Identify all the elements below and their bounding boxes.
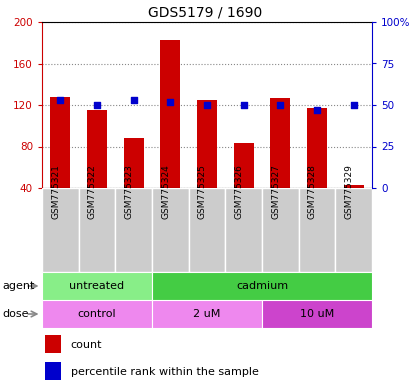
Bar <box>343 185 363 188</box>
Bar <box>42 300 152 328</box>
Text: GDS5179 / 1690: GDS5179 / 1690 <box>148 5 261 19</box>
Text: GSM775325: GSM775325 <box>198 164 207 219</box>
Bar <box>50 97 70 188</box>
Bar <box>298 188 335 272</box>
Bar <box>152 272 371 300</box>
Text: GSM775326: GSM775326 <box>234 164 243 219</box>
Text: percentile rank within the sample: percentile rank within the sample <box>70 367 258 377</box>
Point <box>130 97 137 103</box>
Bar <box>233 143 253 188</box>
Text: dose: dose <box>2 309 29 319</box>
Bar <box>115 188 152 272</box>
Bar <box>188 188 225 272</box>
Bar <box>152 188 188 272</box>
Bar <box>79 188 115 272</box>
Text: agent: agent <box>2 281 34 291</box>
Text: GSM775327: GSM775327 <box>271 164 280 219</box>
Text: control: control <box>77 309 116 319</box>
Point <box>240 102 246 108</box>
Bar <box>42 188 79 272</box>
Bar <box>306 108 326 188</box>
Text: GSM775322: GSM775322 <box>88 164 97 219</box>
Text: 10 uM: 10 uM <box>299 309 333 319</box>
Point <box>313 107 319 113</box>
Text: GSM775321: GSM775321 <box>51 164 60 219</box>
Bar <box>123 138 144 188</box>
Text: 2 uM: 2 uM <box>193 309 220 319</box>
Point <box>57 97 63 103</box>
Point <box>166 99 173 105</box>
Bar <box>160 40 180 188</box>
Bar <box>335 188 371 272</box>
Bar <box>261 188 298 272</box>
Bar <box>152 300 261 328</box>
Point <box>350 102 356 108</box>
Bar <box>87 110 107 188</box>
Text: GSM775324: GSM775324 <box>161 164 170 219</box>
Text: untreated: untreated <box>69 281 124 291</box>
Point <box>94 102 100 108</box>
Text: GSM775328: GSM775328 <box>307 164 316 219</box>
Point <box>203 102 210 108</box>
Bar <box>45 362 61 380</box>
Bar <box>196 100 216 188</box>
Point <box>276 102 283 108</box>
Bar <box>42 272 152 300</box>
Text: GSM775329: GSM775329 <box>344 164 353 219</box>
Bar <box>261 300 371 328</box>
Text: GSM775323: GSM775323 <box>124 164 133 219</box>
Bar <box>225 188 261 272</box>
Bar <box>45 335 61 353</box>
Text: cadmium: cadmium <box>235 281 288 291</box>
Bar <box>270 98 290 188</box>
Text: count: count <box>70 340 102 350</box>
